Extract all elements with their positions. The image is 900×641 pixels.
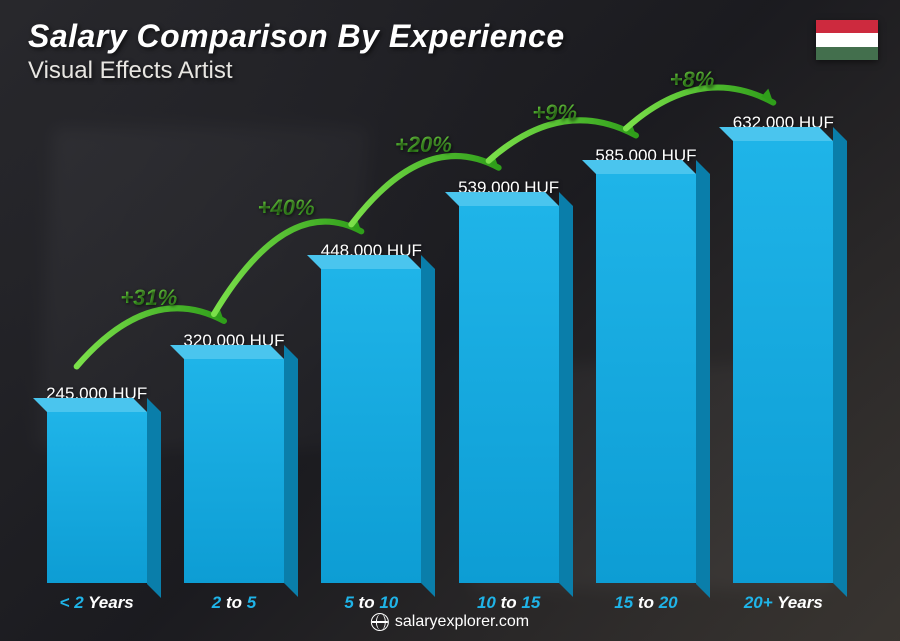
bar-front-face: [321, 269, 421, 583]
bars-container: 245,000 HUF< 2 Years320,000 HUF2 to 5448…: [28, 93, 852, 583]
salary-bar-chart: 245,000 HUF< 2 Years320,000 HUF2 to 5448…: [28, 93, 852, 583]
bar-side-face: [696, 160, 710, 598]
bar-side-face: [559, 192, 573, 597]
category-label: 15 to 20: [614, 593, 677, 613]
footer: salaryexplorer.com: [371, 613, 529, 631]
category-label: 5 to 10: [344, 593, 398, 613]
globe-icon: [371, 613, 389, 631]
bar: [733, 141, 833, 583]
bar: [596, 174, 696, 584]
bar-top-face: [582, 160, 696, 174]
bar-group: 585,000 HUF15 to 20: [577, 146, 714, 584]
bar-top-face: [170, 345, 284, 359]
category-label: < 2 Years: [60, 593, 134, 613]
country-flag: [816, 20, 878, 60]
bar-front-face: [596, 174, 696, 584]
bar-top-face: [719, 127, 833, 141]
category-label: 10 to 15: [477, 593, 540, 613]
page-title: Salary Comparison By Experience: [28, 18, 565, 55]
category-label: 2 to 5: [212, 593, 256, 613]
bar-front-face: [733, 141, 833, 583]
bar-group: 245,000 HUF< 2 Years: [28, 384, 165, 584]
bar-group: 448,000 HUF5 to 10: [303, 241, 440, 583]
bar: [459, 206, 559, 583]
flag-stripe-top: [816, 20, 878, 33]
bar-side-face: [147, 398, 161, 598]
bar-front-face: [459, 206, 559, 583]
bar-top-face: [307, 255, 421, 269]
bar-side-face: [833, 127, 847, 597]
bar: [47, 412, 147, 584]
bar-side-face: [421, 255, 435, 597]
category-label: 20+ Years: [744, 593, 823, 613]
bar: [184, 359, 284, 583]
bar: [321, 269, 421, 583]
flag-stripe-mid: [816, 33, 878, 46]
bar-group: 320,000 HUF2 to 5: [165, 331, 302, 583]
bar-front-face: [184, 359, 284, 583]
bar-front-face: [47, 412, 147, 584]
bar-top-face: [445, 192, 559, 206]
page-subtitle: Visual Effects Artist: [28, 57, 565, 85]
flag-stripe-bot: [816, 47, 878, 60]
bar-side-face: [284, 345, 298, 597]
header: Salary Comparison By Experience Visual E…: [28, 18, 565, 85]
bar-top-face: [33, 398, 147, 412]
bar-group: 632,000 HUF20+ Years: [715, 113, 852, 583]
bar-group: 539,000 HUF10 to 15: [440, 178, 577, 583]
footer-text: salaryexplorer.com: [395, 613, 529, 631]
